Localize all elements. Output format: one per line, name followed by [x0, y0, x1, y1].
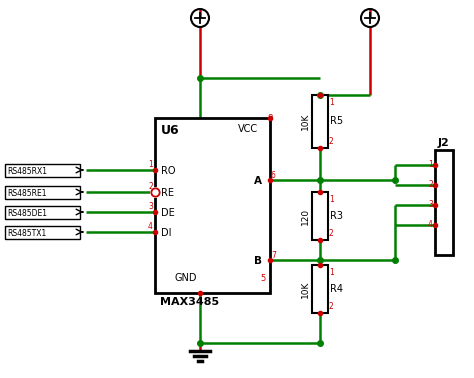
Text: 3: 3 — [428, 200, 433, 209]
Text: 2: 2 — [428, 180, 433, 189]
Bar — [312, 265, 328, 313]
Text: RS485RX1: RS485RX1 — [7, 167, 47, 177]
Text: R3: R3 — [330, 211, 343, 221]
Bar — [312, 95, 328, 148]
Text: RS485RE1: RS485RE1 — [7, 189, 46, 198]
Text: 120: 120 — [301, 208, 310, 225]
Text: 5: 5 — [260, 274, 265, 283]
Text: DE: DE — [161, 208, 175, 218]
Text: RO: RO — [161, 166, 175, 176]
Bar — [5, 186, 80, 199]
Bar — [155, 118, 270, 293]
Text: J2: J2 — [438, 138, 450, 148]
Text: 1: 1 — [148, 160, 153, 169]
Text: R4: R4 — [330, 284, 343, 294]
Text: 1: 1 — [329, 98, 334, 107]
Bar — [5, 226, 80, 239]
Bar — [312, 192, 328, 240]
Bar — [5, 164, 80, 177]
Text: 4: 4 — [148, 222, 153, 231]
Text: +12V: +12V — [351, 0, 383, 1]
Text: +3V: +3V — [185, 0, 209, 1]
Text: A: A — [254, 176, 262, 186]
Text: U6: U6 — [161, 124, 180, 137]
Text: 2: 2 — [329, 229, 334, 238]
Text: VCC: VCC — [238, 124, 258, 134]
Text: RS485TX1: RS485TX1 — [7, 229, 46, 239]
Text: 2: 2 — [329, 302, 334, 311]
Text: 1: 1 — [428, 160, 433, 169]
Text: 6: 6 — [271, 171, 276, 180]
Text: R5: R5 — [330, 116, 343, 127]
Text: B: B — [254, 256, 262, 266]
Text: 2: 2 — [148, 182, 153, 191]
Text: MAX3485: MAX3485 — [160, 297, 219, 307]
Text: RS485DE1: RS485DE1 — [7, 209, 47, 218]
Text: 7: 7 — [271, 251, 276, 260]
Text: 1: 1 — [329, 195, 334, 204]
Text: 1: 1 — [329, 268, 334, 277]
Text: 2: 2 — [329, 137, 334, 146]
Text: 10K: 10K — [301, 280, 310, 298]
Text: DI: DI — [161, 228, 172, 238]
Bar — [5, 206, 80, 219]
Bar — [435, 150, 453, 255]
Text: 4: 4 — [428, 220, 433, 229]
Text: RE: RE — [161, 188, 174, 198]
Text: 10K: 10K — [301, 113, 310, 130]
Text: 8: 8 — [267, 114, 273, 123]
Text: GND: GND — [175, 273, 198, 283]
Text: 3: 3 — [148, 202, 153, 211]
